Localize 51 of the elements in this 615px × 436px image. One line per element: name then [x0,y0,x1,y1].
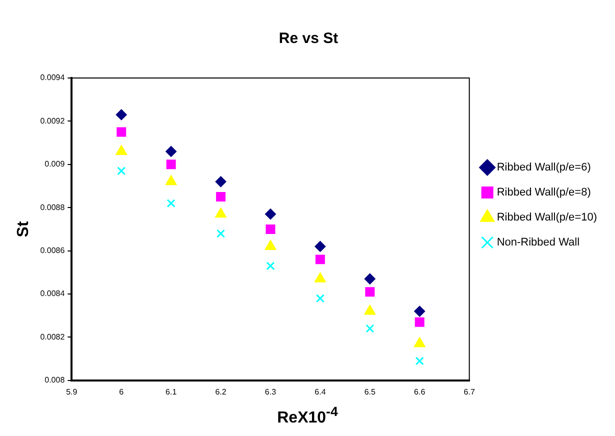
legend-label: Non-Ribbed Wall [496,236,580,249]
y-tick-label: 0.0088 [40,202,66,212]
point [117,166,126,176]
y-tick-label: 0.0082 [40,332,66,342]
point [166,160,176,170]
x-tick-label: 6 [119,387,124,396]
point [165,175,177,186]
x-axis-title: ReX10$^{-4}$ [276,404,339,428]
point [166,146,177,157]
y-tick-label: 0.0094 [40,73,66,82]
legend-label: Ribbed Wall(p/e=6) [496,162,591,174]
y-tick-label: 0.0084 [40,289,66,298]
point [215,176,226,188]
point [116,127,126,137]
point [414,317,424,327]
point [414,337,426,348]
point [365,287,375,297]
x-tick-label: 6.7 [464,387,476,396]
point [116,109,127,120]
y-tick-label: 0.0092 [40,116,66,126]
point [315,254,325,264]
x-tick-label: 6.1 [166,387,178,396]
chart-title: Re vs St [278,30,338,48]
x-tick-label: 6.3 [264,387,277,396]
x-tick-label: 6.2 [215,387,227,396]
x-tick-label: 6.4 [314,387,326,396]
point [266,224,276,234]
point [166,198,176,208]
point [216,229,226,238]
x-tick-label: 5.9 [66,387,78,396]
y-tick-label: 0.009 [44,160,66,169]
x-tick-label: 6.5 [364,387,376,396]
point [364,304,376,315]
point [314,240,326,252]
point [414,306,426,317]
point [266,262,275,270]
point [264,240,276,250]
y-tick-label: 0.0086 [40,246,66,256]
legend-label: Ribbed Wall(p/e=10) [496,212,597,224]
point [216,192,226,202]
point [364,273,376,284]
point [215,208,226,218]
point [316,294,324,303]
x-tick-label: 6.6 [414,387,426,396]
y-tick-label: 0.008 [44,376,66,385]
point [366,324,374,333]
point [314,272,326,282]
y-axis-title: St [15,220,32,238]
legend-label: Ribbed Wall(p/e=8) [496,186,591,199]
point [415,356,424,366]
point [265,208,276,220]
